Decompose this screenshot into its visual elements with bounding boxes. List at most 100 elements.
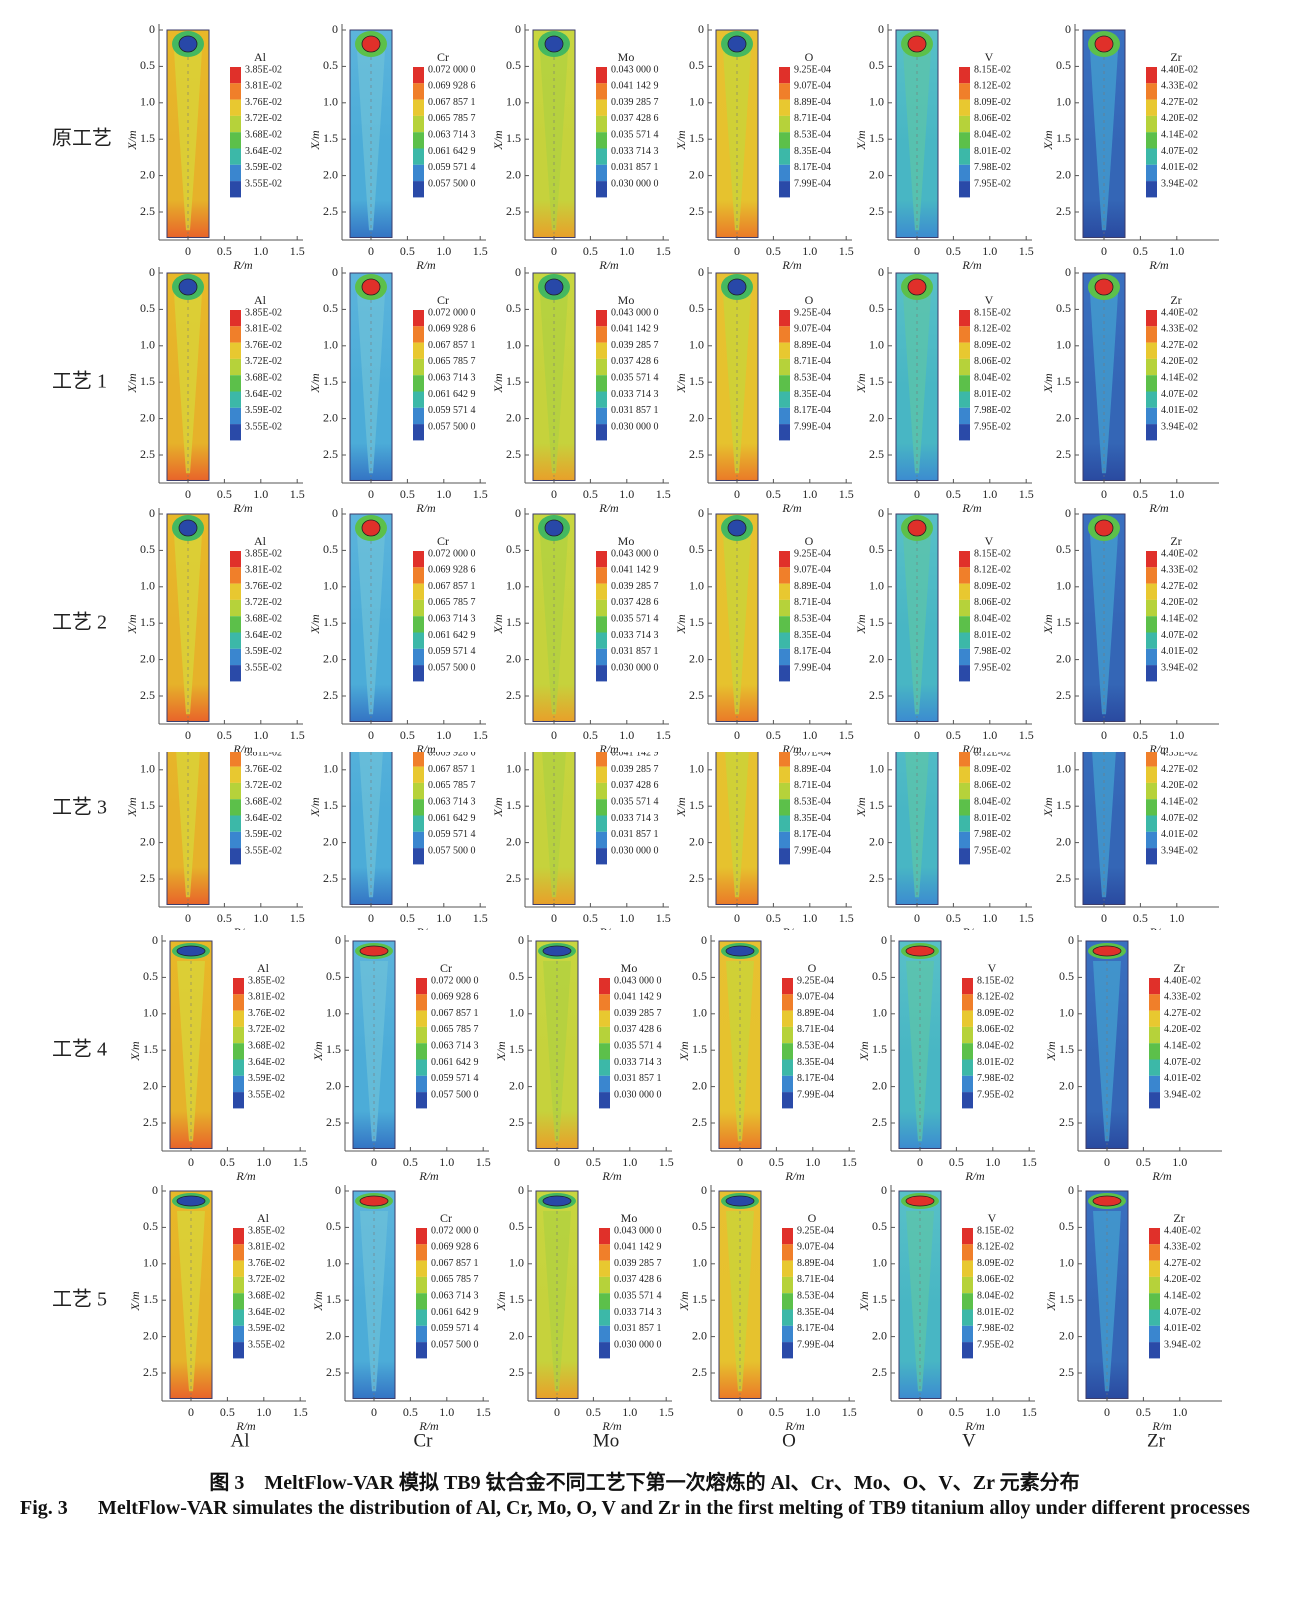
- legend-swatch: [779, 752, 790, 767]
- caption-zh: 图 3 MeltFlow-VAR 模拟 TB9 钛合金不同工艺下第一次熔炼的 A…: [209, 1472, 1080, 1494]
- x-tick-label: 1.0: [326, 1256, 341, 1270]
- pool: [178, 35, 198, 53]
- x-tick-label: 2.5: [689, 447, 704, 461]
- x-tick-label: 1.5: [1059, 1042, 1074, 1056]
- legend-label: 0.035 571 4: [611, 129, 659, 140]
- x-axis-label: X/m: [125, 797, 139, 818]
- legend-label: 0.069 928 6: [428, 565, 476, 576]
- legend-swatch: [233, 1075, 244, 1093]
- r-tick-label: 0: [1104, 1155, 1110, 1169]
- x-tick-label: 1.0: [323, 762, 338, 776]
- legend-title: V: [988, 1211, 997, 1225]
- pool: [1094, 278, 1114, 296]
- legend-label: 0.061 642 9: [431, 1307, 479, 1318]
- legend-label: 3.59E-02: [245, 646, 282, 657]
- r-tick-label: 1.0: [802, 728, 817, 742]
- x-tick-label: 0: [152, 1183, 158, 1197]
- legend-swatch: [230, 99, 241, 116]
- legend-label: 3.76E-02: [245, 340, 282, 351]
- x-tick-label: 2.5: [1059, 1115, 1074, 1129]
- x-tick-label: 2.5: [692, 1365, 707, 1379]
- r-tick-label: 0.5: [769, 1405, 784, 1419]
- r-tick-label: 1.5: [473, 911, 488, 925]
- legend-swatch: [779, 310, 790, 327]
- legend-label: 8.06E-02: [974, 780, 1011, 791]
- x-tick-label: 1.0: [326, 1006, 341, 1020]
- x-tick-label: 2.0: [506, 410, 521, 424]
- legend-label: 4.14E-02: [1164, 1040, 1201, 1051]
- plume: [543, 961, 571, 1142]
- legend-swatch: [596, 342, 607, 359]
- x-tick-label: 2.0: [143, 1328, 158, 1342]
- pool: [544, 35, 564, 53]
- x-tick-label: 0: [878, 22, 884, 36]
- legend-label: 7.98E-02: [977, 1323, 1014, 1334]
- legend-label: 3.94E-02: [1161, 845, 1198, 856]
- legend-label: 4.33E-02: [1164, 1242, 1201, 1253]
- legend-swatch: [959, 616, 970, 633]
- legend-label: 3.68E-02: [245, 796, 282, 807]
- r-tick-label: 1.5: [473, 487, 488, 501]
- x-tick-label: 0: [881, 1183, 887, 1197]
- legend-label: 7.98E-02: [974, 829, 1011, 840]
- legend-swatch: [230, 391, 241, 408]
- legend-label: 0.041 142 9: [611, 748, 659, 759]
- plume: [540, 534, 568, 715]
- legend-label: 4.07E-02: [1161, 146, 1198, 157]
- legend-label: 0.059 571 4: [428, 646, 476, 657]
- x-tick-label: 1.5: [143, 1042, 158, 1056]
- x-tick-label: 0.5: [140, 58, 155, 72]
- legend-swatch: [1146, 799, 1157, 816]
- legend-swatch: [596, 551, 607, 568]
- legend-swatch: [416, 1092, 427, 1109]
- r-tick-label: 1.0: [982, 911, 997, 925]
- x-tick-label: 0.5: [869, 725, 884, 739]
- legend-label: 8.53E-04: [797, 1290, 834, 1301]
- legend-swatch: [782, 1325, 793, 1343]
- legend-label: 3.81E-02: [245, 324, 282, 335]
- r-axis-label: R/m: [418, 1419, 439, 1433]
- legend-swatch: [782, 1043, 793, 1060]
- legend-label: 8.01E-02: [977, 1057, 1014, 1068]
- legend-swatch: [1146, 342, 1157, 359]
- legend-label: 0.067 857 1: [428, 581, 476, 592]
- x-tick-label: 0: [515, 506, 521, 520]
- legend-label: 4.40E-02: [1164, 1225, 1201, 1236]
- r-tick-label: 0: [914, 911, 920, 925]
- x-tick-label: 2.0: [1056, 651, 1071, 665]
- r-axis-label: R/m: [415, 258, 436, 272]
- x-tick-label: 2.5: [692, 1115, 707, 1129]
- x-tick-label: 2.5: [872, 1115, 887, 1129]
- legend-swatch: [782, 1075, 793, 1093]
- legend-swatch: [413, 99, 424, 116]
- panel: 00.51.01.52.02.50 0.5 1.0 1.5R/mX/mO9.25E-0…: [674, 265, 854, 515]
- x-tick-label: 0.5: [140, 542, 155, 556]
- panel: 00.51.01.52.02.50 0.5 1.0 1.5R/mX/mAl3.85E-…: [125, 506, 305, 756]
- legend-label: 4.01E-02: [1161, 405, 1198, 416]
- legend-label: 0.061 642 9: [428, 146, 476, 157]
- caption-en-label: Fig. 3: [20, 1497, 68, 1519]
- legend-label: 9.07E-04: [794, 565, 831, 576]
- x-tick-label: 2.5: [1056, 447, 1071, 461]
- r-tick-label: 1.0: [622, 1405, 637, 1419]
- legend-label: 8.06E-02: [977, 1024, 1014, 1035]
- legend-label: 0.069 928 6: [428, 81, 476, 92]
- pool: [361, 278, 381, 296]
- x-axis-label: X/m: [311, 1291, 325, 1312]
- legend-swatch: [230, 766, 241, 783]
- pool: [1094, 519, 1114, 537]
- panel: 00.51.01.52.02.50 0.5 1.0 1.5R/mX/mO9.25E-0…: [674, 506, 854, 756]
- x-axis-label: X/m: [1041, 130, 1055, 151]
- panel: 0 0.5 1.0 1.5 2.0 2.5 0 0.5 1.0 1.5 R/m X/m Cr0.072 …: [311, 933, 491, 1183]
- legend-swatch: [413, 83, 424, 100]
- legend-label: 3.85E-02: [245, 64, 282, 75]
- legend-label: 0.030 000 0: [611, 662, 659, 673]
- legend-label: 0.072 000 0: [428, 731, 476, 742]
- r-tick-label: 0.5: [403, 1405, 418, 1419]
- legend-swatch: [413, 358, 424, 376]
- x-tick-label: 1.0: [689, 762, 704, 776]
- legend-swatch: [596, 567, 607, 584]
- legend-swatch: [596, 665, 607, 682]
- x-tick-label: 0.5: [323, 301, 338, 315]
- panel: 00.51.01.52.02.50 0.5 1.0 1.5R/mX/mAl3.85E-…: [128, 933, 308, 1183]
